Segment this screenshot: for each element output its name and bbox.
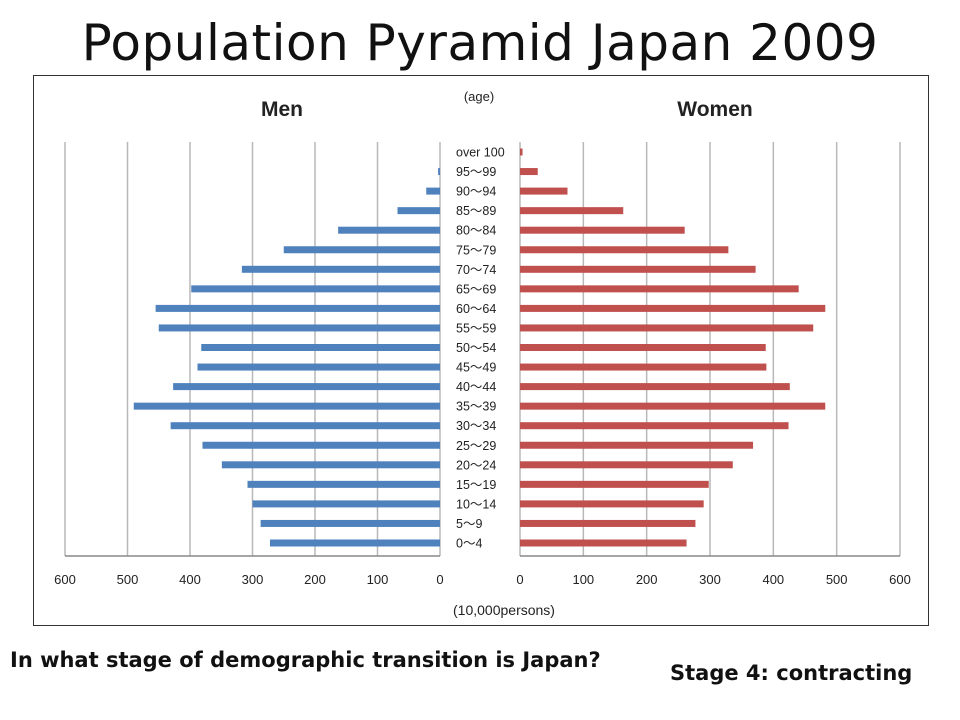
- bar-women-13: [520, 402, 826, 410]
- tick-label-men-300: 300: [242, 572, 264, 587]
- age-label-4: 80〜84: [456, 224, 496, 238]
- age-label-20: 0〜4: [456, 537, 482, 551]
- tick-label-men-400: 400: [179, 572, 201, 587]
- age-label-13: 35〜39: [456, 400, 496, 414]
- bar-men-20: [270, 539, 440, 547]
- bar-women-14: [520, 422, 789, 430]
- bar-men-19: [260, 519, 440, 527]
- age-label-18: 10〜14: [456, 497, 496, 511]
- bar-women-7: [520, 285, 799, 293]
- tick-label-women-500: 500: [826, 572, 848, 587]
- age-label-2: 90〜94: [456, 185, 496, 199]
- pyramid-svg: 600 600 500 500 400 400 300 300 200 200 100 100 0 0 ov…: [54, 89, 911, 618]
- bar-men-6: [241, 265, 440, 273]
- men-label: Men: [261, 98, 303, 121]
- tick-label-women-100: 100: [572, 572, 594, 587]
- bar-men-13: [133, 402, 440, 410]
- bar-women-9: [520, 324, 814, 332]
- age-label-10: 50〜54: [456, 341, 496, 355]
- age-label-0: over 100: [456, 146, 505, 160]
- tick-label-women-0: 0: [516, 572, 523, 587]
- bar-men-7: [191, 285, 440, 293]
- age-label-6: 70〜74: [456, 263, 496, 277]
- bar-men-9: [158, 324, 440, 332]
- bar-women-15: [520, 441, 754, 449]
- tick-label-women-600: 600: [889, 572, 911, 587]
- tick-label-men-600: 600: [54, 572, 76, 587]
- bar-men-1: [438, 168, 440, 176]
- tick-label-men-200: 200: [304, 572, 326, 587]
- value-axis-label: (10,000persons): [453, 602, 555, 618]
- age-label-11: 45〜49: [456, 361, 496, 375]
- bar-women-4: [520, 226, 685, 234]
- bar-men-10: [201, 344, 440, 351]
- bar-men-18: [252, 500, 440, 508]
- bar-women-0: [520, 148, 523, 156]
- bar-men-11: [197, 363, 440, 371]
- bar-men-4: [338, 226, 440, 234]
- age-label-17: 15〜19: [456, 478, 496, 492]
- age-label-9: 55〜59: [456, 321, 496, 335]
- tick-label-men-100: 100: [367, 572, 389, 587]
- bar-women-3: [520, 207, 624, 215]
- bar-men-2: [426, 187, 440, 195]
- age-label-16: 20〜24: [456, 458, 496, 472]
- age-label-5: 75〜79: [456, 243, 496, 257]
- age-label-1: 95〜99: [456, 165, 496, 179]
- slide-title: Population Pyramid Japan 2009: [81, 14, 879, 72]
- bar-women-17: [520, 480, 709, 488]
- women-label: Women: [677, 98, 752, 121]
- label-layer: 600 600 500 500 400 400 300 300 200 200 100 100 0 0 ov…: [54, 146, 911, 588]
- bar-women-19: [520, 519, 696, 527]
- population-pyramid-chart: 600 600 500 500 400 400 300 300 200 200 100 100 0 0 ov…: [33, 75, 929, 626]
- tick-label-women-300: 300: [699, 572, 721, 587]
- age-label-14: 30〜34: [456, 419, 496, 433]
- age-axis-label: (age): [464, 89, 494, 104]
- bar-women-12: [520, 383, 790, 391]
- tick-label-men-0: 0: [436, 572, 443, 587]
- bar-men-12: [173, 383, 440, 391]
- bar-men-16: [221, 461, 440, 469]
- tick-label-women-400: 400: [762, 572, 784, 587]
- bar-women-5: [520, 246, 729, 254]
- age-label-15: 25〜29: [456, 439, 496, 453]
- bar-women-10: [520, 344, 766, 351]
- bar-women-6: [520, 265, 756, 273]
- bar-women-11: [520, 363, 767, 371]
- answer-text: Stage 4: contracting: [670, 661, 913, 685]
- bar-women-8: [520, 304, 826, 312]
- bar-women-2: [520, 187, 568, 195]
- bar-men-17: [247, 480, 440, 488]
- age-label-7: 65〜69: [456, 282, 496, 296]
- bar-men-14: [170, 422, 440, 430]
- question-text: In what stage of demographic transition …: [10, 648, 601, 672]
- bar-men-3: [397, 207, 440, 215]
- bar-men-8: [155, 304, 440, 312]
- bar-women-20: [520, 539, 687, 547]
- bar-women-1: [520, 168, 538, 176]
- age-label-3: 85〜89: [456, 204, 496, 218]
- age-label-19: 5〜9: [456, 517, 482, 531]
- bar-layer: [133, 148, 826, 547]
- tick-label-women-200: 200: [636, 572, 658, 587]
- bar-women-16: [520, 461, 733, 469]
- age-label-12: 40〜44: [456, 380, 496, 394]
- bar-women-18: [520, 500, 704, 508]
- bar-men-15: [202, 441, 440, 449]
- age-label-8: 60〜64: [456, 302, 496, 316]
- bar-men-5: [283, 246, 440, 254]
- tick-label-men-500: 500: [117, 572, 139, 587]
